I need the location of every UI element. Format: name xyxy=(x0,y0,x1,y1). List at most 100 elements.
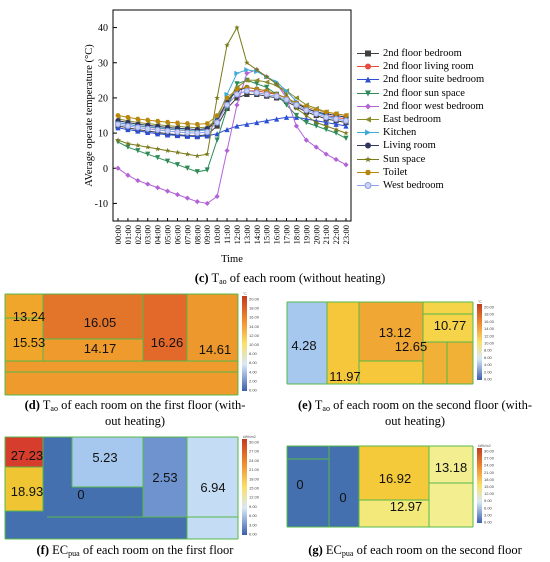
room-cell xyxy=(5,294,43,361)
room-value-label: 11.97 xyxy=(329,369,361,384)
data-point xyxy=(283,102,290,108)
legend-symbol xyxy=(357,129,379,136)
legend-label: Living room xyxy=(383,140,436,152)
color-scale-tick: 3.00 xyxy=(249,522,258,527)
data-point xyxy=(293,105,300,111)
legend-label: 2nd floor sun space xyxy=(383,87,465,99)
data-point xyxy=(254,77,260,83)
color-scale-tick: 20.00 xyxy=(249,297,260,302)
color-scale-tick: 21.00 xyxy=(249,467,260,472)
data-point xyxy=(244,59,250,66)
data-point xyxy=(254,68,260,75)
color-scale-unit: °C xyxy=(478,300,482,304)
data-point xyxy=(115,125,121,131)
legend-symbol xyxy=(357,50,379,57)
data-point xyxy=(125,144,131,150)
data-point xyxy=(125,140,131,146)
data-point xyxy=(234,70,240,76)
data-point xyxy=(234,81,240,87)
data-point xyxy=(174,132,181,139)
x-tick-label: 22:00 xyxy=(331,225,341,244)
color-scale-tick: 6.00 xyxy=(249,360,258,365)
room-value-label: 4.28 xyxy=(291,338,316,353)
data-point xyxy=(125,115,131,120)
data-point xyxy=(194,199,200,205)
data-point xyxy=(223,101,231,109)
color-scale-tick: 14.00 xyxy=(484,326,495,331)
room-value-label: 18.93 xyxy=(11,484,44,499)
legend-marker xyxy=(364,181,372,189)
data-point xyxy=(165,119,171,125)
data-point xyxy=(293,112,300,119)
legend-label: Kitchen xyxy=(383,127,417,139)
color-scale-tick: 27.00 xyxy=(484,456,495,461)
room-cell xyxy=(43,294,143,339)
x-tick-label: 13:00 xyxy=(242,225,252,244)
data-point xyxy=(204,133,210,139)
data-point xyxy=(264,118,270,124)
data-point xyxy=(174,128,181,136)
caption-c: (c) Tao of each room (without heating) xyxy=(194,271,386,286)
room-value-label: 5.23 xyxy=(92,450,117,465)
data-point xyxy=(323,126,329,133)
data-point xyxy=(164,158,171,164)
data-point xyxy=(224,126,230,133)
chart-legend: 2nd floor bedroom 2nd floor living room 2n… xyxy=(357,47,484,192)
color-scale-tick: 15.00 xyxy=(249,486,260,491)
room-cell xyxy=(72,437,143,487)
data-point xyxy=(224,42,230,48)
legend-entry: Living room xyxy=(357,139,484,152)
room-value-label: 6.94 xyxy=(200,480,225,495)
x-tick-label: 20:00 xyxy=(311,225,321,244)
x-tick-label: 09:00 xyxy=(202,225,212,244)
color-scale-unit: °C xyxy=(243,292,247,296)
data-point xyxy=(264,84,270,90)
legend-label: 2nd floor west bedroom xyxy=(383,100,484,112)
data-point xyxy=(184,133,190,139)
room-cell xyxy=(187,294,238,361)
x-tick-label: 18:00 xyxy=(291,225,301,244)
legend-symbol xyxy=(357,103,379,110)
color-scale-tick: 24.00 xyxy=(484,463,495,468)
legend-label: 2nd floor suite bedroom xyxy=(383,74,485,86)
legend-label: 2nd floor living room xyxy=(383,61,474,73)
data-point xyxy=(135,116,141,122)
data-point xyxy=(194,134,200,140)
color-scale-tick: 9.00 xyxy=(484,498,493,503)
legend-marker xyxy=(365,90,371,97)
color-scale-tick: 4.00 xyxy=(484,362,493,367)
data-point xyxy=(135,128,141,134)
data-point xyxy=(244,121,250,127)
data-point xyxy=(194,122,200,127)
color-scale-tick: 24.00 xyxy=(249,458,260,463)
color-scale-unit: kWh/m2 xyxy=(478,444,491,448)
data-point xyxy=(114,121,122,128)
x-tick-label: 05:00 xyxy=(163,225,173,244)
data-point xyxy=(184,165,190,171)
room-value-label: 13.24 xyxy=(13,309,46,324)
room-cell xyxy=(187,437,238,539)
data-point xyxy=(254,66,260,73)
data-point xyxy=(145,181,151,187)
x-tick-label: 14:00 xyxy=(252,225,262,244)
color-scale-tick: 21.00 xyxy=(484,470,495,475)
data-point xyxy=(125,172,131,178)
color-scale-tick: 27.00 xyxy=(249,449,260,454)
data-point xyxy=(164,132,171,138)
color-scale-tick: 2.00 xyxy=(249,378,258,383)
room-cell xyxy=(5,361,238,395)
legend-symbol xyxy=(357,181,379,189)
legend-entry: Kitchen xyxy=(357,126,484,139)
data-point xyxy=(214,95,220,101)
data-point xyxy=(303,107,310,114)
color-scale-tick: 18.00 xyxy=(484,312,495,317)
room-cell xyxy=(143,294,187,361)
data-point xyxy=(154,126,161,134)
legend-entry: 2nd floor suite bedroom xyxy=(357,73,484,86)
data-point xyxy=(164,188,171,194)
data-point xyxy=(303,137,309,143)
room-cell xyxy=(287,302,327,384)
room-value-label: 2.53 xyxy=(152,470,177,485)
legend-symbol xyxy=(357,76,379,83)
legend-entry: East bedroom xyxy=(357,113,484,126)
